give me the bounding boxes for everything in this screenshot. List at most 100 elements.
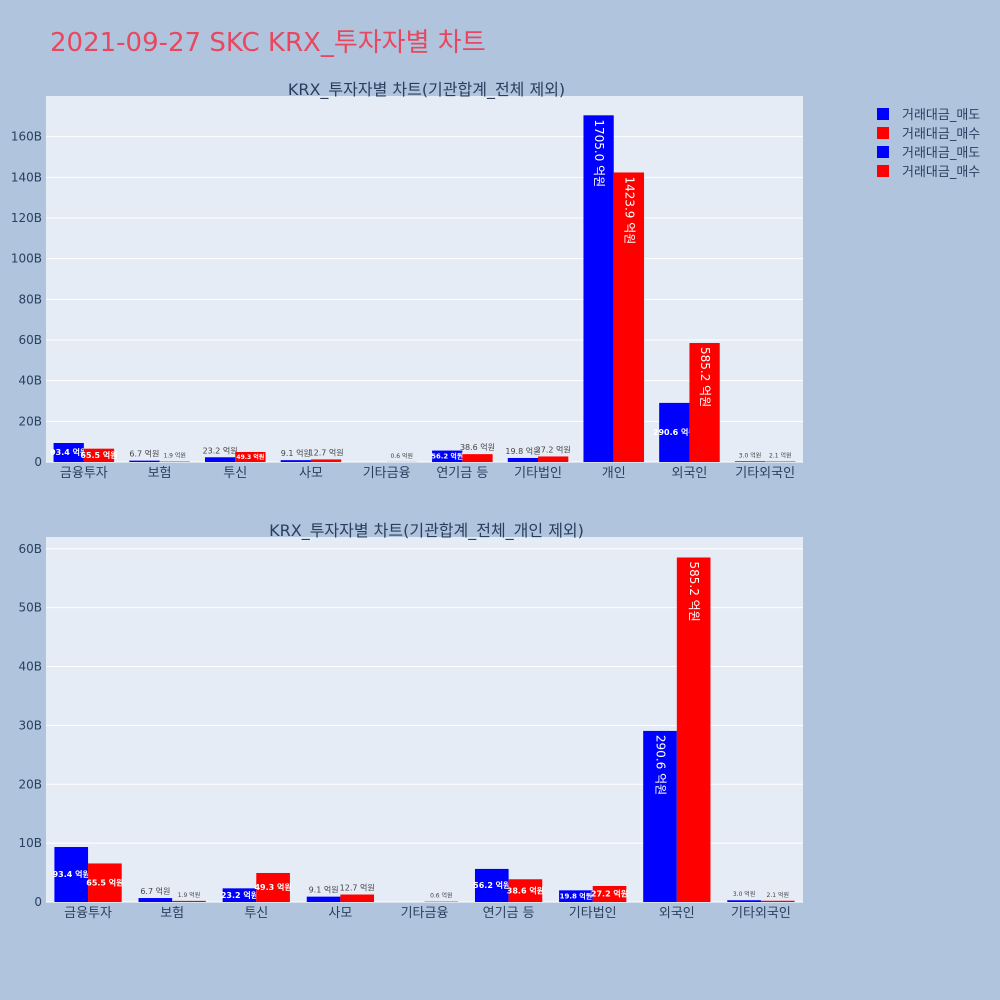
bar-buy: [508, 879, 543, 902]
legend-label: 거래대금_매수: [902, 127, 980, 142]
bar-buy: [235, 451, 266, 462]
x-tick-label: 기타외국인: [735, 466, 795, 481]
legend-label: 거래대금_매도: [902, 108, 980, 123]
y-tick-label: 10B: [18, 836, 42, 850]
data-label: 27.2 억원: [591, 889, 628, 899]
data-label: 27.2 억원: [536, 444, 571, 454]
x-tick-label: 투신: [223, 466, 247, 481]
bar-sell: [474, 868, 509, 902]
data-label: 3.0 억원: [739, 451, 762, 459]
data-label: 0.6 억원: [391, 452, 414, 460]
bar-buy: [538, 456, 569, 462]
data-label: 38.6 억원: [460, 442, 495, 452]
data-label: 290.6 억원: [654, 735, 668, 795]
bar-sell: [54, 847, 89, 902]
bar-buy: [676, 557, 711, 902]
bar-sell: [583, 115, 614, 463]
data-label: 6.7 억원: [140, 886, 170, 896]
x-tick-label: 외국인: [659, 906, 695, 921]
legend-swatch: [877, 146, 889, 158]
x-tick-label: 기타금융: [363, 466, 411, 481]
bar-sell: [507, 457, 539, 462]
x-tick-label: 기타법인: [569, 906, 617, 921]
y-tick-label: 60B: [18, 333, 42, 347]
data-label: 23.2 억원: [221, 890, 258, 900]
y-tick-label: 0: [34, 895, 42, 909]
bar-buy: [310, 459, 342, 462]
data-label: 19.8 억원: [505, 446, 540, 456]
bar-sell: [659, 402, 690, 462]
data-label: 93.4 억원: [53, 869, 90, 879]
y-tick-label: 40B: [18, 374, 42, 388]
x-tick-label: 기타금융: [401, 906, 449, 921]
bar-sell: [727, 900, 761, 902]
y-tick-label: 50B: [18, 601, 42, 615]
bar-buy: [172, 900, 206, 902]
legend-label: 거래대금_매수: [902, 165, 980, 180]
data-label: 12.7 억원: [340, 883, 375, 893]
data-label: 585.2 억원: [698, 347, 712, 407]
x-tick-label: 기타외국인: [731, 906, 791, 921]
y-tick-label: 0: [34, 455, 42, 469]
data-label: 1705.0 억원: [592, 119, 606, 187]
bar-buy: [592, 885, 627, 902]
plot-area-1: [46, 96, 803, 462]
data-label: 1423.9 억원: [622, 176, 636, 244]
bar-sell: [53, 443, 84, 462]
y-tick-label: 30B: [18, 718, 42, 732]
bar-buy: [689, 343, 720, 462]
bar-buy: [760, 900, 795, 902]
data-label: 65.5 억원: [86, 877, 123, 887]
x-tick-label: 연기금 등: [436, 466, 488, 481]
data-label: 19.8 억원: [560, 892, 593, 901]
x-tick-label: 금융투자: [64, 906, 112, 921]
data-label: 49.3 억원: [254, 882, 291, 892]
y-tick-label: 40B: [18, 660, 42, 674]
legend-swatch: [877, 127, 889, 139]
x-tick-label: 기타법인: [514, 466, 562, 481]
data-label: 56.2 억원: [473, 880, 510, 890]
bar-sell: [643, 730, 677, 902]
data-label: 1.9 억원: [178, 891, 201, 899]
bar-buy: [88, 863, 122, 902]
bar-buy: [340, 894, 375, 902]
bar-buy: [256, 872, 290, 902]
legend-swatch: [877, 108, 889, 120]
x-tick-label: 보험: [148, 466, 172, 481]
bar-sell: [204, 457, 236, 462]
legend-swatch: [877, 165, 889, 177]
data-label: 290.6 억원: [653, 427, 696, 437]
chart-title-2: KRX_투자자별 차트(기관합계_전체_개인 제외): [269, 521, 584, 541]
x-tick-label: 투신: [244, 906, 268, 921]
data-label: 56.2 억원: [431, 452, 463, 461]
data-label: 2.1 억원: [769, 452, 792, 460]
y-tick-label: 60B: [18, 542, 42, 556]
bar-sell: [432, 450, 463, 462]
y-tick-label: 120B: [11, 211, 42, 225]
y-tick-label: 20B: [18, 414, 42, 428]
data-label: 2.1 억원: [767, 891, 790, 899]
x-tick-label: 개인: [602, 466, 626, 481]
x-tick-label: 보험: [160, 906, 184, 921]
bar-sell: [280, 460, 311, 462]
data-label: 12.7 억원: [309, 447, 344, 457]
x-tick-label: 사모: [299, 466, 323, 481]
data-label: 65.5 억원: [80, 450, 117, 460]
data-label: 38.6 억원: [507, 885, 544, 895]
bar-buy: [83, 448, 115, 462]
data-label: 3.0 억원: [733, 890, 756, 898]
bar-sell: [306, 896, 341, 902]
page-title: 2021-09-27 SKC KRX_투자자별 차트: [50, 28, 486, 58]
y-tick-label: 160B: [11, 130, 42, 144]
data-label: 0.6 억원: [430, 892, 453, 900]
y-tick-label: 140B: [11, 170, 42, 184]
y-tick-label: 20B: [18, 777, 42, 791]
data-label: 9.1 억원: [281, 448, 311, 458]
y-tick-label: 100B: [11, 252, 42, 266]
x-tick-label: 금융투자: [60, 466, 108, 481]
data-label: 93.4 억원: [50, 447, 87, 457]
bar-sell: [138, 898, 173, 902]
chart-title-1: KRX_투자자별 차트(기관합계_전체 제외): [288, 80, 565, 100]
bar-buy: [613, 172, 645, 462]
